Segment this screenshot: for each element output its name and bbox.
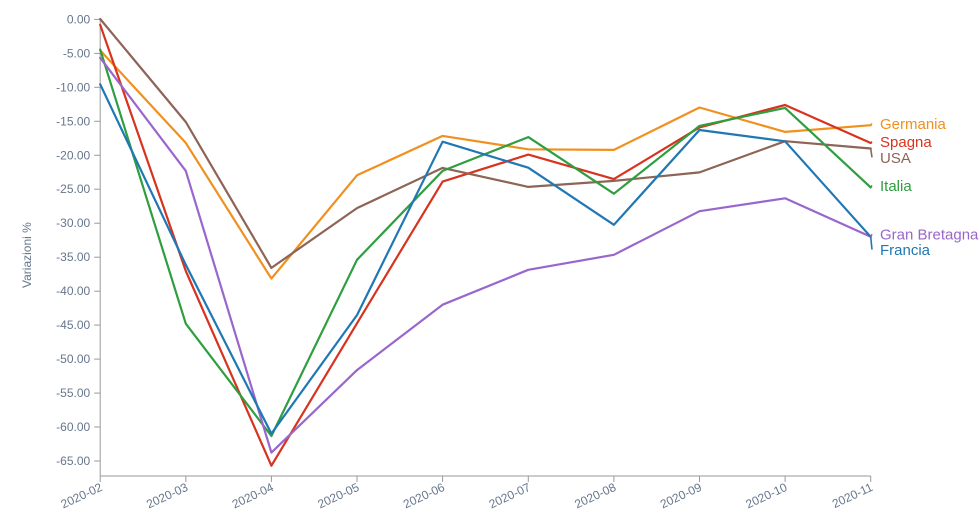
svg-text:Germania: Germania bbox=[880, 116, 947, 133]
svg-text:Gran Bretagna: Gran Bretagna bbox=[880, 227, 979, 244]
svg-text:-10.00: -10.00 bbox=[56, 80, 90, 94]
svg-text:-65.00: -65.00 bbox=[56, 454, 90, 468]
svg-text:2020-08: 2020-08 bbox=[572, 480, 618, 511]
svg-text:2020-11: 2020-11 bbox=[830, 480, 875, 511]
svg-text:-45.00: -45.00 bbox=[56, 318, 90, 332]
svg-text:USA: USA bbox=[880, 150, 911, 167]
svg-text:-50.00: -50.00 bbox=[56, 352, 90, 366]
svg-text:2020-06: 2020-06 bbox=[401, 480, 447, 511]
svg-text:2020-07: 2020-07 bbox=[487, 480, 533, 511]
svg-text:Italia: Italia bbox=[880, 178, 912, 195]
svg-text:-35.00: -35.00 bbox=[56, 250, 90, 264]
svg-text:-20.00: -20.00 bbox=[56, 148, 90, 162]
svg-text:2020-03: 2020-03 bbox=[144, 480, 190, 511]
svg-text:2020-04: 2020-04 bbox=[230, 480, 276, 511]
svg-text:2020-02: 2020-02 bbox=[59, 480, 105, 511]
svg-text:-40.00: -40.00 bbox=[56, 284, 90, 298]
svg-text:2020-05: 2020-05 bbox=[315, 480, 361, 511]
svg-text:2020-10: 2020-10 bbox=[744, 480, 790, 511]
svg-text:-5.00: -5.00 bbox=[63, 46, 91, 60]
svg-text:0.00: 0.00 bbox=[67, 12, 91, 26]
svg-text:Spagna: Spagna bbox=[880, 134, 932, 151]
svg-text:-60.00: -60.00 bbox=[56, 420, 90, 434]
svg-text:-25.00: -25.00 bbox=[56, 182, 90, 196]
svg-text:-30.00: -30.00 bbox=[56, 216, 90, 230]
svg-text:2020-09: 2020-09 bbox=[658, 480, 704, 511]
svg-text:-15.00: -15.00 bbox=[56, 114, 90, 128]
svg-text:Francia: Francia bbox=[880, 242, 931, 259]
svg-text:-55.00: -55.00 bbox=[56, 386, 90, 400]
